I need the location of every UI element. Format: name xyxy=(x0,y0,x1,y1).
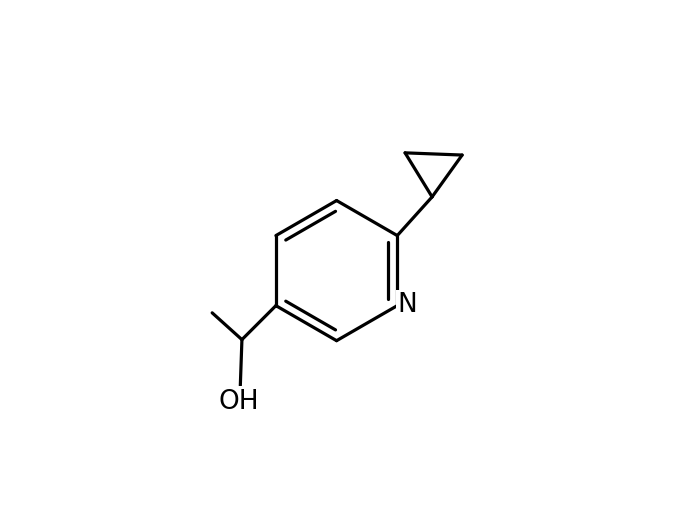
Text: OH: OH xyxy=(218,389,259,415)
Text: N: N xyxy=(398,292,418,318)
